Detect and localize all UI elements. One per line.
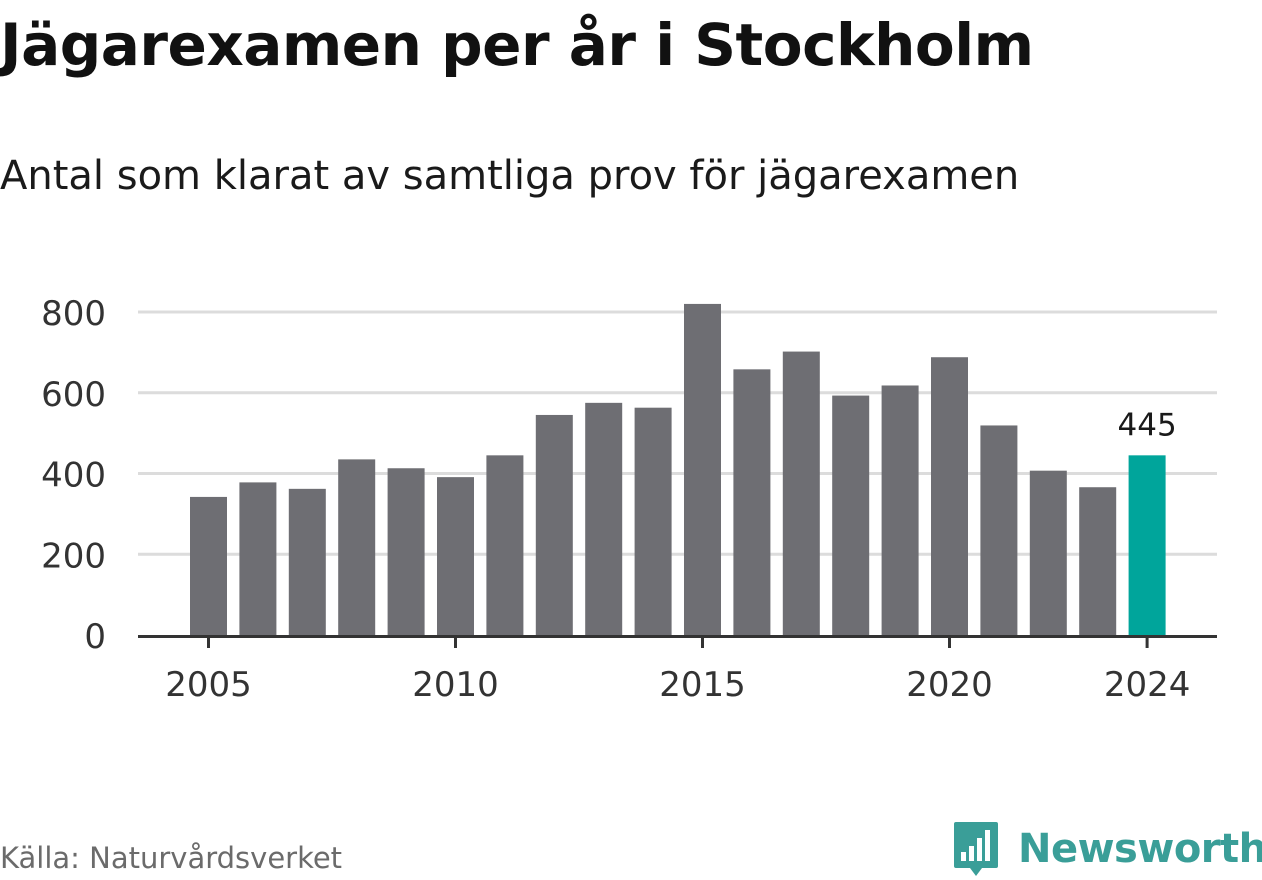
y-tick-label: 200 <box>41 536 106 576</box>
x-tick-label: 2015 <box>659 665 746 705</box>
y-tick-label: 0 <box>84 617 106 657</box>
y-axis-ticks: 0 200 400 600 800 <box>41 294 106 657</box>
bar <box>288 488 326 635</box>
bar <box>684 303 721 635</box>
bar <box>437 477 474 635</box>
x-tick-label: 2010 <box>412 665 499 705</box>
bars <box>190 303 1166 635</box>
bar <box>1079 487 1117 635</box>
bar-highlight <box>1128 455 1166 635</box>
bar <box>733 369 771 635</box>
x-tick-label: 2020 <box>906 665 993 705</box>
x-tick-label: 2024 <box>1104 665 1191 705</box>
y-tick-label: 600 <box>41 375 106 415</box>
chart-title: Jägarexamen per år i Stockholm <box>0 11 1034 79</box>
bar <box>585 402 623 635</box>
bar <box>832 395 870 635</box>
bar <box>239 482 277 635</box>
bar <box>486 455 524 635</box>
bar <box>931 357 968 635</box>
bar <box>535 414 573 635</box>
bar-chart-pin-icon <box>954 822 998 876</box>
brand-logo: Newsworthy <box>952 818 1262 880</box>
data-labels: 445 <box>1118 407 1177 443</box>
chart-subtitle: Antal som klarat av samtliga prov för jä… <box>0 153 1020 199</box>
bar <box>338 459 376 635</box>
bar <box>190 496 227 635</box>
bar <box>387 468 425 635</box>
bar <box>881 385 919 635</box>
bar <box>1029 470 1067 635</box>
bar <box>782 351 820 635</box>
x-tick-label: 2005 <box>165 665 252 705</box>
data-label: 445 <box>1118 407 1177 443</box>
brand-name: Newsworthy <box>1018 826 1262 872</box>
bar <box>980 425 1018 635</box>
bar <box>634 407 672 635</box>
x-axis-ticks: 2005 2010 2015 2020 2024 <box>165 638 1190 705</box>
y-tick-label: 400 <box>41 456 106 496</box>
source-note: Källa: Naturvårdsverket <box>0 841 343 875</box>
y-tick-label: 800 <box>41 294 106 334</box>
